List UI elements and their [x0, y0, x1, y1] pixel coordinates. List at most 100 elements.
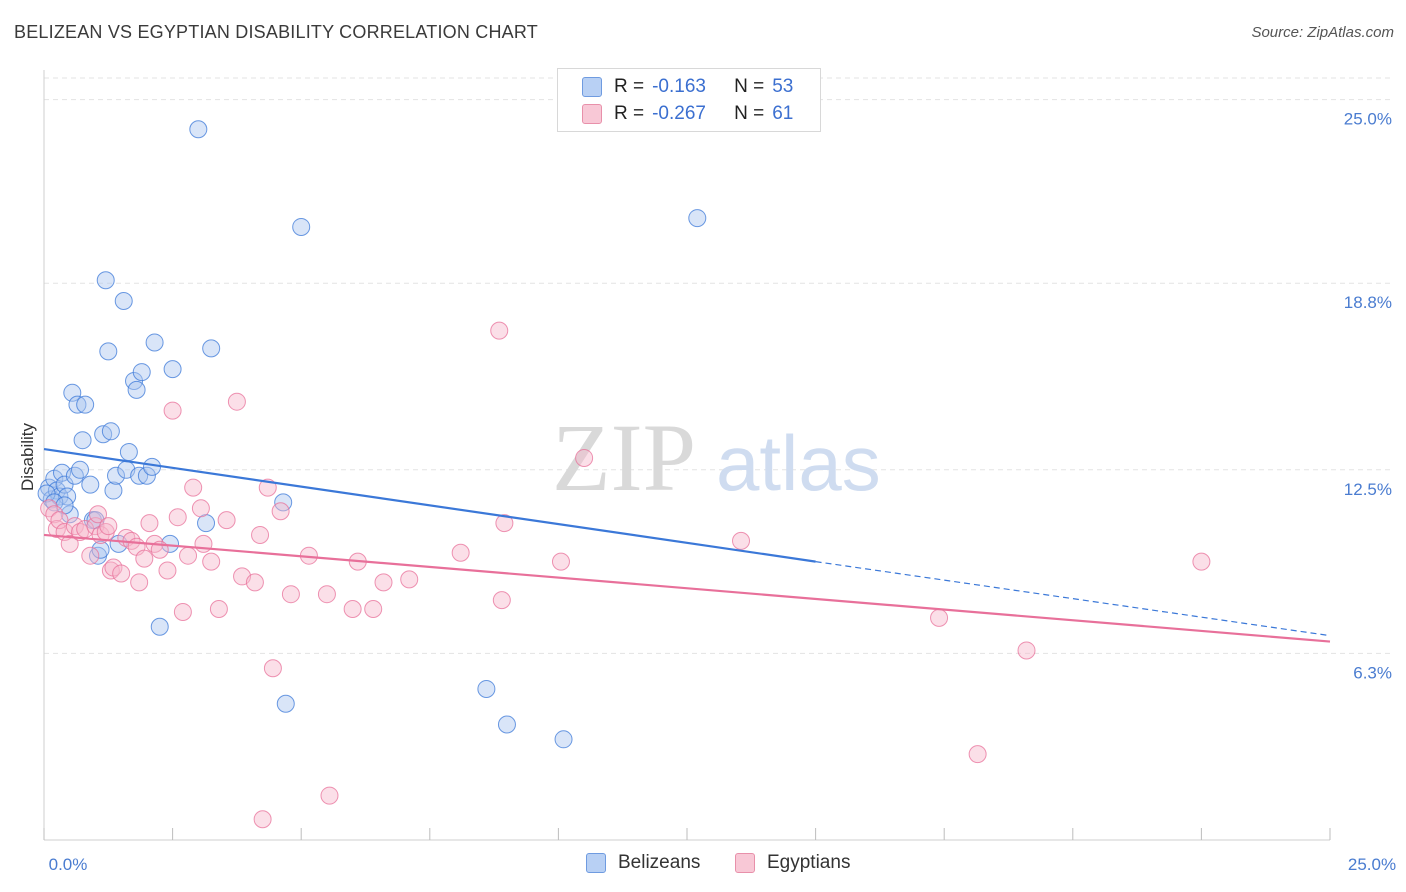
egyptian-point — [130, 573, 149, 592]
legend-swatch-pink — [735, 853, 755, 873]
gridlines — [44, 77, 1392, 654]
egyptian-point — [551, 552, 570, 571]
egyptian-point — [253, 810, 272, 829]
egyptian-point — [451, 543, 470, 562]
legend-item-belizeans[interactable]: Belizeans — [586, 852, 700, 874]
belizean-point — [114, 292, 133, 310]
egyptian-point — [101, 561, 120, 580]
legend-swatch-pink — [582, 104, 602, 124]
egyptian-point — [191, 499, 210, 518]
egyptian-point — [263, 659, 282, 678]
belizean-point — [143, 457, 162, 476]
legend-n-value: 61 — [772, 103, 794, 124]
chart-title: BELIZEAN VS EGYPTIAN DISABILITY CORRELAT… — [14, 22, 538, 42]
belizean-point — [189, 120, 208, 139]
legend-n-value: 53 — [772, 76, 794, 97]
legend-r-label: R = — [614, 103, 645, 124]
egyptian-point — [60, 534, 79, 553]
y-tick-label: 18.8% — [1344, 293, 1392, 312]
egyptian-point — [217, 511, 236, 530]
belizean-trend-line — [43, 447, 816, 563]
stats-legend: R = -0.163 N = 53 R = -0.267 N = 61 — [557, 68, 821, 132]
belizean-point — [91, 540, 110, 559]
belizean-point — [104, 481, 123, 500]
series-legend: Belizeans Egyptians — [0, 852, 1406, 878]
belizean-point — [76, 395, 95, 414]
belizean-point — [71, 460, 90, 479]
legend-r-value: -0.267 — [652, 103, 706, 124]
legend-n-label: N = — [734, 76, 765, 97]
egyptian-point — [732, 531, 751, 550]
egyptian-point — [227, 392, 246, 411]
egyptian-point — [112, 564, 131, 583]
egyptian-point — [575, 448, 594, 467]
watermark-zip: ZIP — [552, 404, 696, 511]
legend-row-belizeans: R = -0.163 N = 53 — [582, 74, 812, 100]
belizean-point — [137, 466, 156, 485]
egyptian-point — [168, 508, 187, 527]
egyptian-trend-line — [43, 533, 1331, 643]
legend-item-egyptians[interactable]: Egyptians — [735, 852, 850, 874]
egyptian-point — [968, 745, 987, 764]
egyptian-point — [317, 585, 336, 604]
egyptian-point — [492, 591, 511, 610]
belizean-point — [119, 443, 138, 462]
legend-swatch-blue — [586, 853, 606, 873]
egyptian-point — [179, 546, 198, 565]
egyptian-point — [89, 505, 108, 524]
legend-swatch-blue — [582, 77, 602, 97]
x-tick-max: 25.0% — [1348, 855, 1396, 874]
belizean-point — [202, 339, 221, 358]
egyptian-point — [40, 499, 59, 518]
egyptian-point — [158, 561, 177, 580]
egyptian-point — [135, 549, 154, 568]
egyptian-point — [202, 552, 221, 571]
egyptian-point — [364, 600, 383, 618]
egyptian-point — [65, 517, 84, 536]
belizean-point — [276, 694, 295, 713]
belizean-point — [150, 617, 169, 636]
egyptian-point — [209, 600, 228, 618]
belizean-point — [99, 342, 118, 361]
legend-n-label: N = — [734, 103, 765, 124]
legend-r-label: R = — [614, 76, 645, 97]
egyptian-point — [400, 570, 419, 589]
belizean-point — [96, 271, 115, 290]
belizean-point — [65, 466, 84, 485]
trend-lines — [43, 447, 1331, 643]
y-tick-labels: 6.3% 12.5% 18.8% 25.0% — [1344, 110, 1392, 683]
belizean-point — [60, 505, 79, 524]
egyptian-point — [99, 517, 118, 536]
belizean-point — [477, 679, 496, 698]
belizean-point — [127, 380, 146, 399]
belizean-point — [63, 383, 82, 402]
belizean-trend-line-extension — [815, 561, 1331, 637]
egyptian-point — [281, 585, 300, 604]
watermark-atlas: atlas — [716, 419, 881, 507]
x-tick-min: 0.0% — [49, 855, 88, 874]
belizean-point — [101, 422, 120, 441]
egyptian-point — [1017, 641, 1036, 660]
belizean-point — [554, 730, 573, 749]
egyptian-point — [194, 534, 213, 553]
belizean-point — [497, 715, 516, 734]
egyptian-point — [71, 523, 90, 541]
y-tick-label: 12.5% — [1344, 480, 1392, 499]
egyptian-point — [173, 602, 192, 621]
belizean-point — [688, 209, 707, 228]
egyptian-point — [490, 321, 509, 340]
y-tick-label: 6.3% — [1353, 663, 1392, 682]
egyptian-point — [45, 505, 64, 524]
egyptian-point — [343, 600, 362, 618]
egyptian-point — [184, 478, 203, 497]
egyptian-point — [81, 546, 100, 565]
belizean-point — [292, 217, 311, 236]
belizean-point — [132, 363, 151, 382]
egyptian-point — [320, 786, 339, 805]
source-credit: Source: ZipAtlas.com — [1251, 24, 1394, 41]
egyptian-point — [374, 573, 393, 592]
legend-r-value: -0.163 — [652, 76, 706, 97]
egyptian-point — [251, 525, 270, 544]
axes — [43, 70, 1331, 841]
